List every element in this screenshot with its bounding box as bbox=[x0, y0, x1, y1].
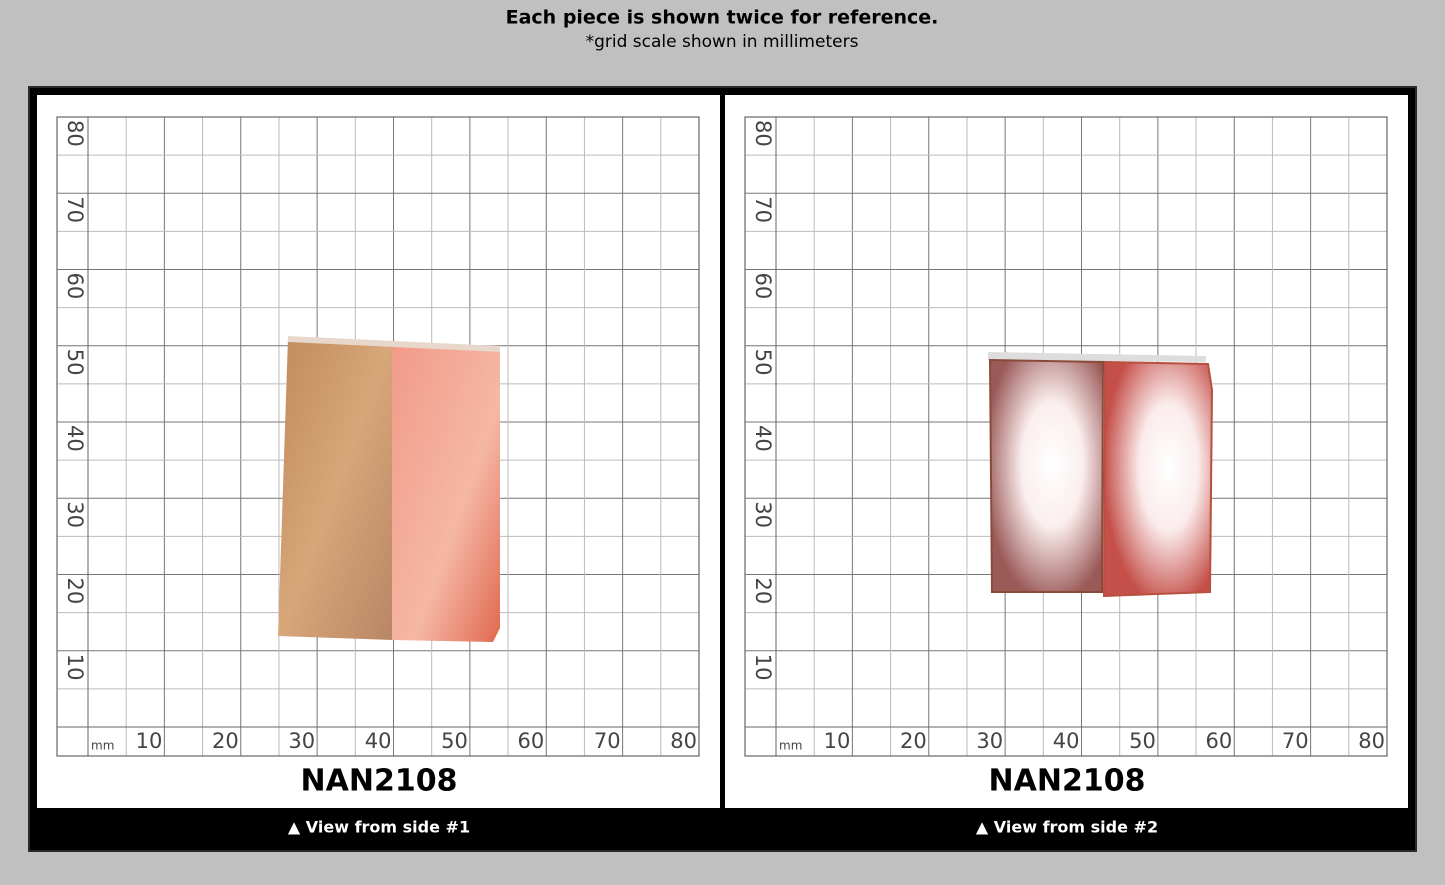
title: Each piece is shown twice for reference. bbox=[506, 7, 939, 29]
y-scale-label: 20 bbox=[63, 578, 87, 605]
x-scale-label: 60 bbox=[1206, 729, 1233, 753]
y-scale-label: 50 bbox=[751, 349, 775, 376]
stone-edge bbox=[988, 352, 1206, 362]
stone-side-1 bbox=[278, 336, 500, 642]
stone-face bbox=[988, 358, 1105, 593]
item-label: NAN2108 bbox=[989, 764, 1146, 799]
stone-face bbox=[1102, 360, 1214, 598]
y-scale-label: 50 bbox=[63, 349, 87, 376]
y-scale-label: 60 bbox=[63, 273, 87, 300]
y-scale-label: 70 bbox=[751, 196, 775, 223]
y-scale-label: 60 bbox=[751, 273, 775, 300]
y-scale-label: 80 bbox=[751, 120, 775, 147]
x-scale-label: 70 bbox=[1282, 729, 1309, 753]
stone-edge bbox=[288, 336, 500, 352]
stone-face bbox=[392, 342, 500, 642]
x-scale-label: 40 bbox=[1053, 729, 1080, 753]
y-scale-label: 10 bbox=[751, 654, 775, 681]
item-label: NAN2108 bbox=[301, 764, 458, 799]
x-scale-label: 50 bbox=[441, 729, 468, 753]
stone-side-2 bbox=[988, 352, 1214, 598]
x-scale-label: 40 bbox=[365, 729, 392, 753]
x-scale-label: 70 bbox=[594, 729, 621, 753]
grid-border bbox=[744, 116, 1388, 757]
x-scale-label: 80 bbox=[1358, 729, 1385, 753]
x-scale-label: 30 bbox=[976, 729, 1003, 753]
x-scale-label: 60 bbox=[518, 729, 545, 753]
x-scale-label: 10 bbox=[136, 729, 163, 753]
x-scale-label: 20 bbox=[212, 729, 239, 753]
caption: ▲ View from side #1 bbox=[288, 818, 470, 837]
grid-unit: mm bbox=[91, 739, 114, 753]
y-scale-label: 40 bbox=[63, 425, 87, 452]
stone-face bbox=[278, 338, 392, 640]
grid-border bbox=[56, 116, 700, 757]
x-scale-label: 80 bbox=[670, 729, 697, 753]
x-scale-label: 20 bbox=[900, 729, 927, 753]
y-scale-label: 40 bbox=[751, 425, 775, 452]
y-scale-label: 20 bbox=[751, 578, 775, 605]
subtitle: *grid scale shown in millimeters bbox=[586, 32, 859, 52]
y-scale-label: 70 bbox=[63, 196, 87, 223]
y-scale-label: 30 bbox=[63, 501, 87, 528]
y-scale-label: 30 bbox=[751, 501, 775, 528]
x-scale-label: 30 bbox=[288, 729, 315, 753]
caption: ▲ View from side #2 bbox=[976, 818, 1158, 837]
y-scale-label: 10 bbox=[63, 654, 87, 681]
grid-unit: mm bbox=[779, 739, 802, 753]
y-scale-label: 80 bbox=[63, 120, 87, 147]
x-scale-label: 50 bbox=[1129, 729, 1156, 753]
x-scale-label: 10 bbox=[824, 729, 851, 753]
